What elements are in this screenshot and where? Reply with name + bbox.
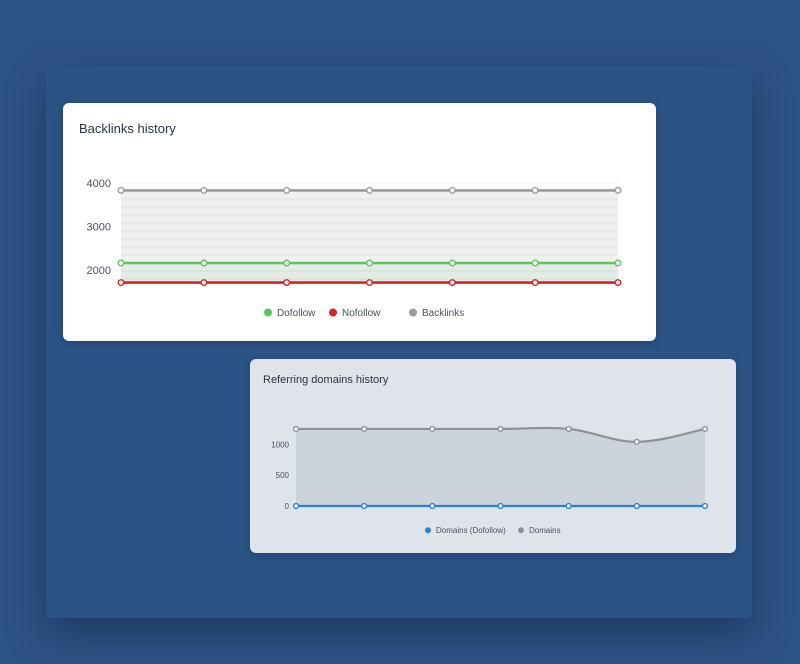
legend-label: Backlinks <box>422 308 464 319</box>
data-point <box>633 438 640 445</box>
y-tick-label: 0 <box>285 502 290 511</box>
legend-label: Domains <box>529 526 561 535</box>
data-point <box>200 186 208 194</box>
data-point <box>292 502 300 510</box>
data-point <box>701 502 709 510</box>
legend-label: Domains (Dofollow) <box>436 526 506 535</box>
data-point <box>361 425 368 433</box>
data-point <box>531 279 539 287</box>
gridlines <box>121 182 618 280</box>
legend-marker <box>329 308 337 317</box>
data-point <box>200 259 208 267</box>
referring-domains-chart: 1000 500 0 Domains (Dofollow) Domains <box>271 420 709 535</box>
data-point <box>531 259 539 267</box>
data-point <box>117 279 125 287</box>
chart-title: Backlinks history <box>79 121 176 136</box>
data-point <box>497 502 504 510</box>
data-point <box>366 279 374 287</box>
data-point <box>614 259 622 267</box>
data-point <box>117 259 125 267</box>
data-point <box>200 279 208 287</box>
legend-marker <box>409 308 417 317</box>
data-point <box>283 279 291 287</box>
data-point <box>292 425 300 433</box>
series-area <box>121 263 618 283</box>
data-point <box>117 186 125 194</box>
backlinks-history-chart: 4000 3000 2000 Dofollow Nofollow Backlinks <box>87 178 622 319</box>
data-point <box>614 186 622 194</box>
y-tick-label: 500 <box>276 471 290 480</box>
y-tick-label: 2000 <box>87 265 111 277</box>
data-point <box>448 259 456 267</box>
data-point <box>565 425 572 433</box>
legend-label: Dofollow <box>277 308 316 319</box>
data-point <box>429 425 436 433</box>
data-point <box>497 425 504 433</box>
data-point <box>366 259 374 267</box>
data-point <box>633 502 640 510</box>
data-point <box>283 259 291 267</box>
y-tick-label: 4000 <box>87 178 111 190</box>
data-point <box>366 186 374 194</box>
data-point <box>361 502 368 510</box>
data-point <box>701 425 709 433</box>
y-tick-label: 1000 <box>271 441 289 450</box>
series-area <box>121 190 618 283</box>
series-area <box>296 427 705 506</box>
legend-label: Nofollow <box>342 308 381 319</box>
y-tick-label: 3000 <box>87 221 111 233</box>
data-point <box>429 502 436 510</box>
legend-marker <box>518 527 524 534</box>
referring-domains-card: Referring domains history 1000 500 0 Domain… <box>250 359 736 553</box>
legend-marker <box>425 527 431 534</box>
data-point <box>531 186 539 194</box>
data-point <box>283 186 291 194</box>
chart-title: Referring domains history <box>263 374 389 386</box>
data-point <box>448 186 456 194</box>
data-point <box>448 279 456 287</box>
legend-marker <box>264 308 272 317</box>
data-point <box>614 279 622 287</box>
data-point <box>565 502 572 510</box>
backlinks-history-card: Backlinks history 4000 3000 2000 Dofollow No… <box>63 103 656 341</box>
